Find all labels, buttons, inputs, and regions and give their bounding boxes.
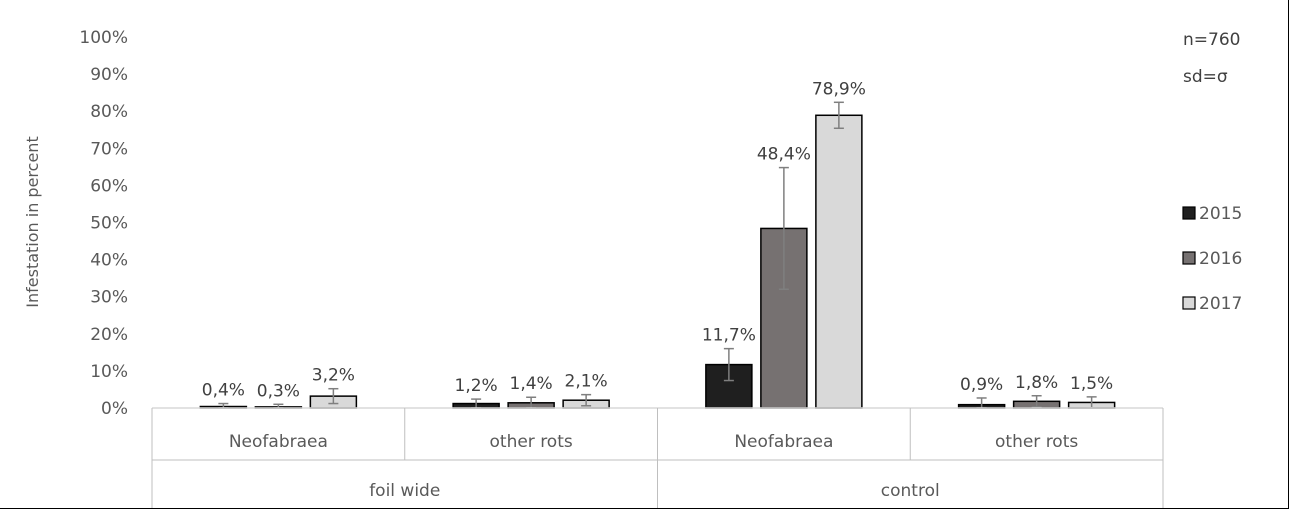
y-tick-label: 50%	[90, 214, 128, 234]
x-group-label: control	[881, 481, 940, 501]
y-axis-label: Infestation in percent	[23, 136, 42, 307]
y-tick-label: 20%	[90, 325, 128, 345]
y-tick-label: 40%	[90, 251, 128, 271]
data-label: 3,2%	[312, 366, 355, 386]
data-label: 1,8%	[1015, 373, 1058, 393]
sample-size-note: n=760	[1183, 30, 1240, 50]
x-category-label: other rots	[995, 432, 1078, 452]
y-tick-label: 90%	[90, 65, 128, 85]
x-group-label: foil wide	[369, 481, 440, 501]
x-category-label: Neofabraea	[734, 432, 833, 452]
y-tick-label: 10%	[90, 362, 128, 382]
x-axis: Neofabraea other rots Neofabraea other rots…	[151, 407, 1164, 508]
data-label: 11,7%	[702, 326, 756, 346]
data-label: 2,1%	[565, 372, 608, 392]
legend: 2015 2016 2017	[1182, 204, 1242, 314]
data-label: 1,4%	[510, 374, 553, 394]
x-category-label: Neofabraea	[229, 432, 328, 452]
data-label: 0,4%	[202, 381, 245, 401]
sd-note: sd=σ	[1183, 67, 1228, 87]
x-category-label: other rots	[490, 432, 573, 452]
legend-label-2017: 2017	[1199, 294, 1242, 314]
y-tick-label: 70%	[90, 139, 128, 159]
y-tick-label: 30%	[90, 288, 128, 308]
y-tick-label: 100%	[79, 28, 128, 48]
legend-swatch-2017	[1182, 296, 1196, 310]
y-tick-label: 60%	[90, 176, 128, 196]
y-axis-ticks: 0% 10% 20% 30% 40% 50% 60% 70% 80% 90% 100%	[79, 28, 128, 419]
legend-label-2016: 2016	[1199, 249, 1242, 269]
data-label: 1,5%	[1070, 374, 1113, 394]
data-label: 0,9%	[960, 375, 1003, 395]
data-label: 1,2%	[455, 376, 498, 396]
data-label: 0,3%	[257, 381, 300, 401]
y-tick-label: 0%	[101, 399, 128, 419]
y-tick-label: 80%	[90, 102, 128, 122]
bars: 0,4% 0,3% 3,2% 1,2% 1,4% 2,1% 11,7% 48,4% 78,9% 0…	[199, 79, 1116, 409]
data-label: 78,9%	[812, 79, 866, 99]
legend-swatch-2015	[1182, 206, 1196, 220]
legend-label-2015: 2015	[1199, 204, 1242, 224]
data-label: 48,4%	[757, 145, 811, 165]
legend-swatch-2016	[1182, 251, 1196, 265]
bar-2017	[815, 114, 863, 409]
